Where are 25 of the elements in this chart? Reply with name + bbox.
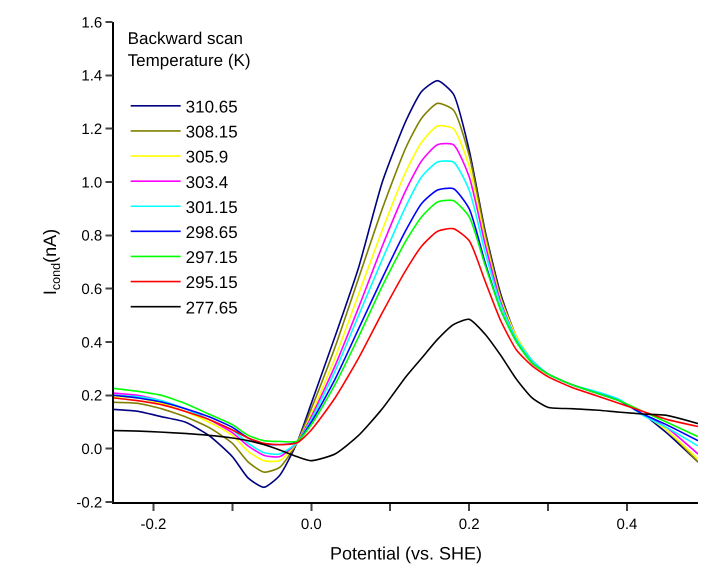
legend-label: 297.15 xyxy=(186,248,238,268)
y-tick-label: 1.6 xyxy=(81,14,102,32)
legend-title: Backward scan Temperature (K) xyxy=(128,29,251,70)
y-tick-label: 0.8 xyxy=(81,228,102,245)
legend-label: 303.4 xyxy=(186,172,228,192)
y-tick-label: -0.2 xyxy=(76,494,102,512)
y-tick-label: 0.6 xyxy=(81,280,102,298)
legend-label: 305.9 xyxy=(186,148,228,167)
y-tick-label: 1.4 xyxy=(81,68,102,85)
x-axis-title: Potential (vs. SHE) xyxy=(330,543,482,564)
legend-label: 277.65 xyxy=(186,298,238,318)
y-tick-label: 0.4 xyxy=(81,334,102,352)
y-tick-label: 0.2 xyxy=(81,388,102,405)
x-tick-label: -0.2 xyxy=(140,516,166,533)
y-tick-label: 1.2 xyxy=(81,120,102,138)
x-tick-label: 0.2 xyxy=(458,516,480,533)
y-tick-label: 1.0 xyxy=(81,174,102,192)
legend-label: 310.65 xyxy=(186,97,238,116)
legend-label: 295.15 xyxy=(186,273,238,292)
legend-label: 308.15 xyxy=(186,122,238,142)
legend-label: 298.65 xyxy=(186,222,238,242)
x-tick-label: 0.4 xyxy=(616,516,638,533)
y-tick-label: 0.0 xyxy=(81,440,102,458)
x-tick-label: 0.0 xyxy=(300,516,322,533)
legend-label: 301.15 xyxy=(186,198,238,217)
